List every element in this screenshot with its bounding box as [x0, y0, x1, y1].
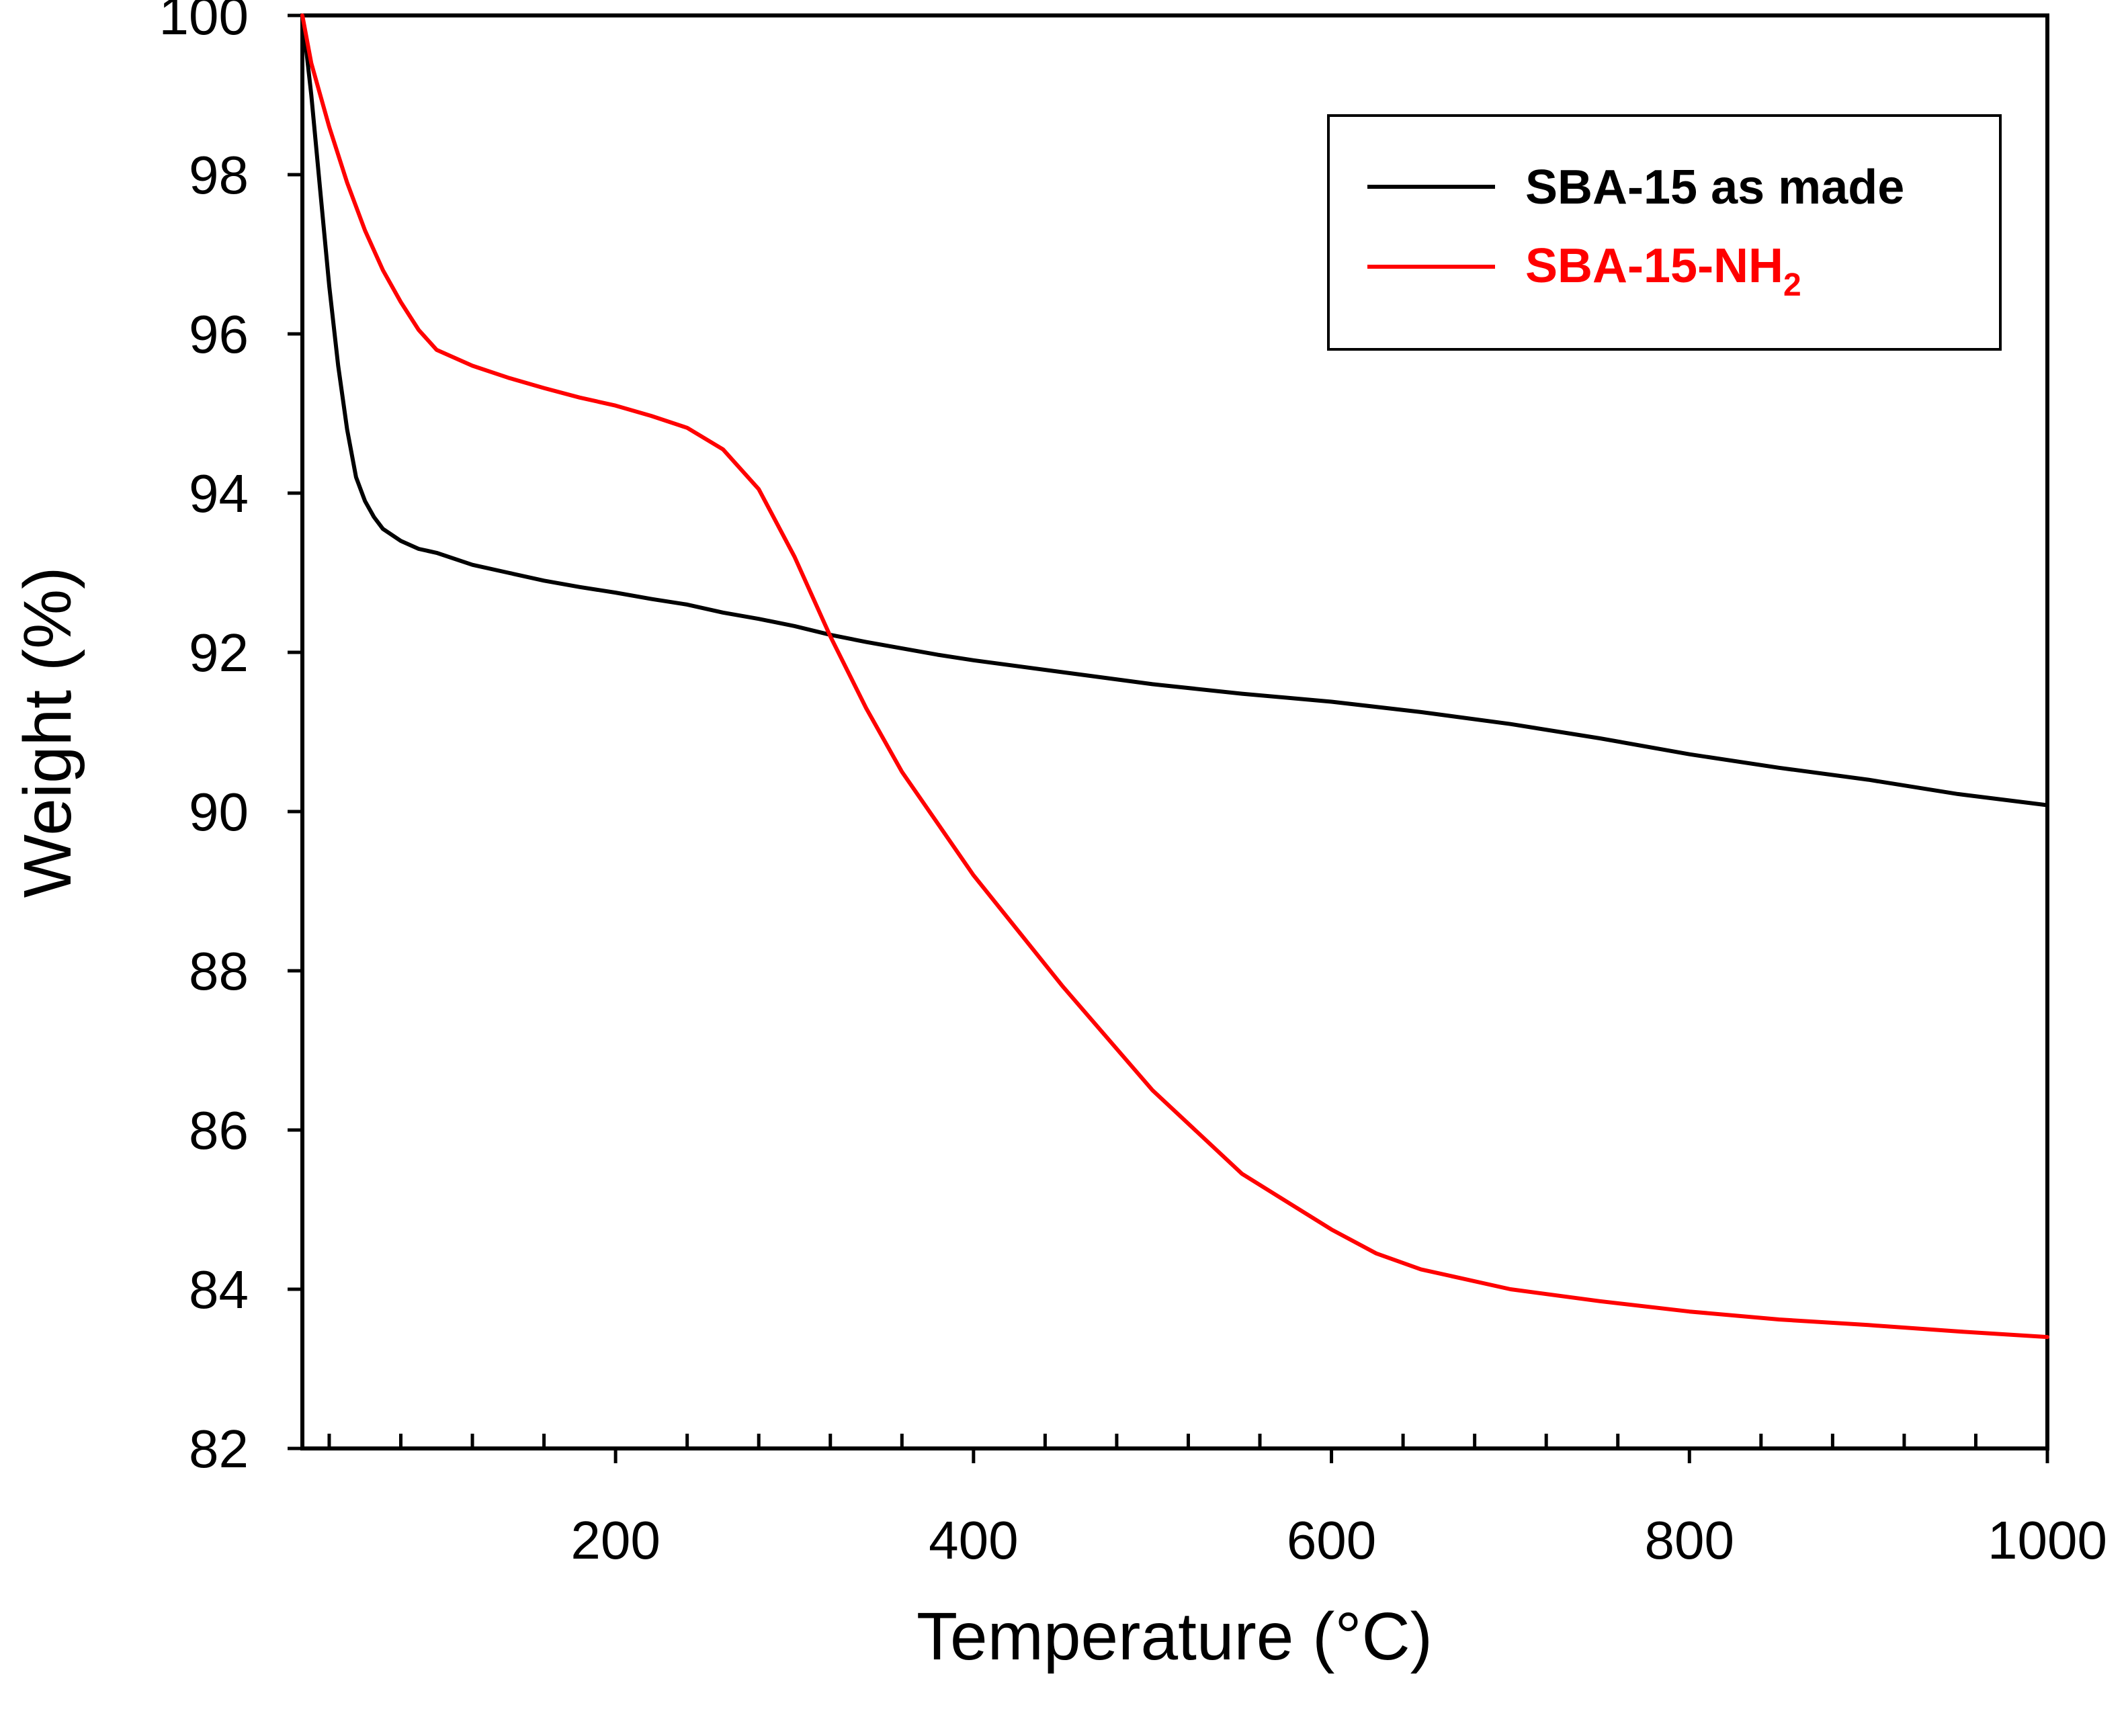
y-tick-label-88: 88	[189, 941, 249, 1001]
y-tick-label-96: 96	[189, 304, 249, 364]
x-tick-label-200: 200	[570, 1510, 660, 1570]
y-tick-label-94: 94	[189, 464, 249, 523]
x-tick-label-400: 400	[929, 1510, 1018, 1570]
x-tick-label-1000: 1000	[1988, 1510, 2107, 1570]
x-tick-label-600: 600	[1287, 1510, 1376, 1570]
x-axis-title: Temperature (°C)	[917, 1599, 1433, 1674]
y-tick-label-82: 82	[189, 1419, 249, 1479]
legend-label-sba15-nh2: SBA-15-NH2	[1525, 239, 1801, 303]
legend-box	[1327, 114, 2002, 351]
series-line-sba-15-nh2	[300, 13, 2049, 1340]
y-tick-label-84: 84	[189, 1260, 249, 1319]
y-tick-label-100: 100	[159, 0, 249, 46]
plot-area-frame	[300, 13, 2049, 1450]
y-tick-label-92: 92	[189, 623, 249, 683]
x-axis: 200 400 600 800 1000	[327, 1434, 2107, 1570]
y-tick-label-90: 90	[189, 782, 249, 842]
legend: SBA-15 as made SBA-15-NH2	[1327, 114, 2002, 351]
y-axis: 82 84 86 88 90 92 94 96 98 100	[159, 0, 302, 1479]
series-line-sba-15-as-made	[300, 13, 2049, 808]
y-axis-title: Weight (%)	[10, 567, 85, 898]
x-tick-label-800: 800	[1645, 1510, 1734, 1570]
y-tick-label-86: 86	[189, 1100, 249, 1160]
legend-label-sba15-nh2-main: SBA-15-NH	[1525, 239, 1783, 293]
series-layer	[300, 13, 2049, 1340]
legend-label-sba15-nh2-subscript: 2	[1783, 267, 1801, 303]
legend-label-sba15-as-made: SBA-15 as made	[1525, 161, 1904, 214]
y-tick-label-98: 98	[189, 145, 249, 205]
